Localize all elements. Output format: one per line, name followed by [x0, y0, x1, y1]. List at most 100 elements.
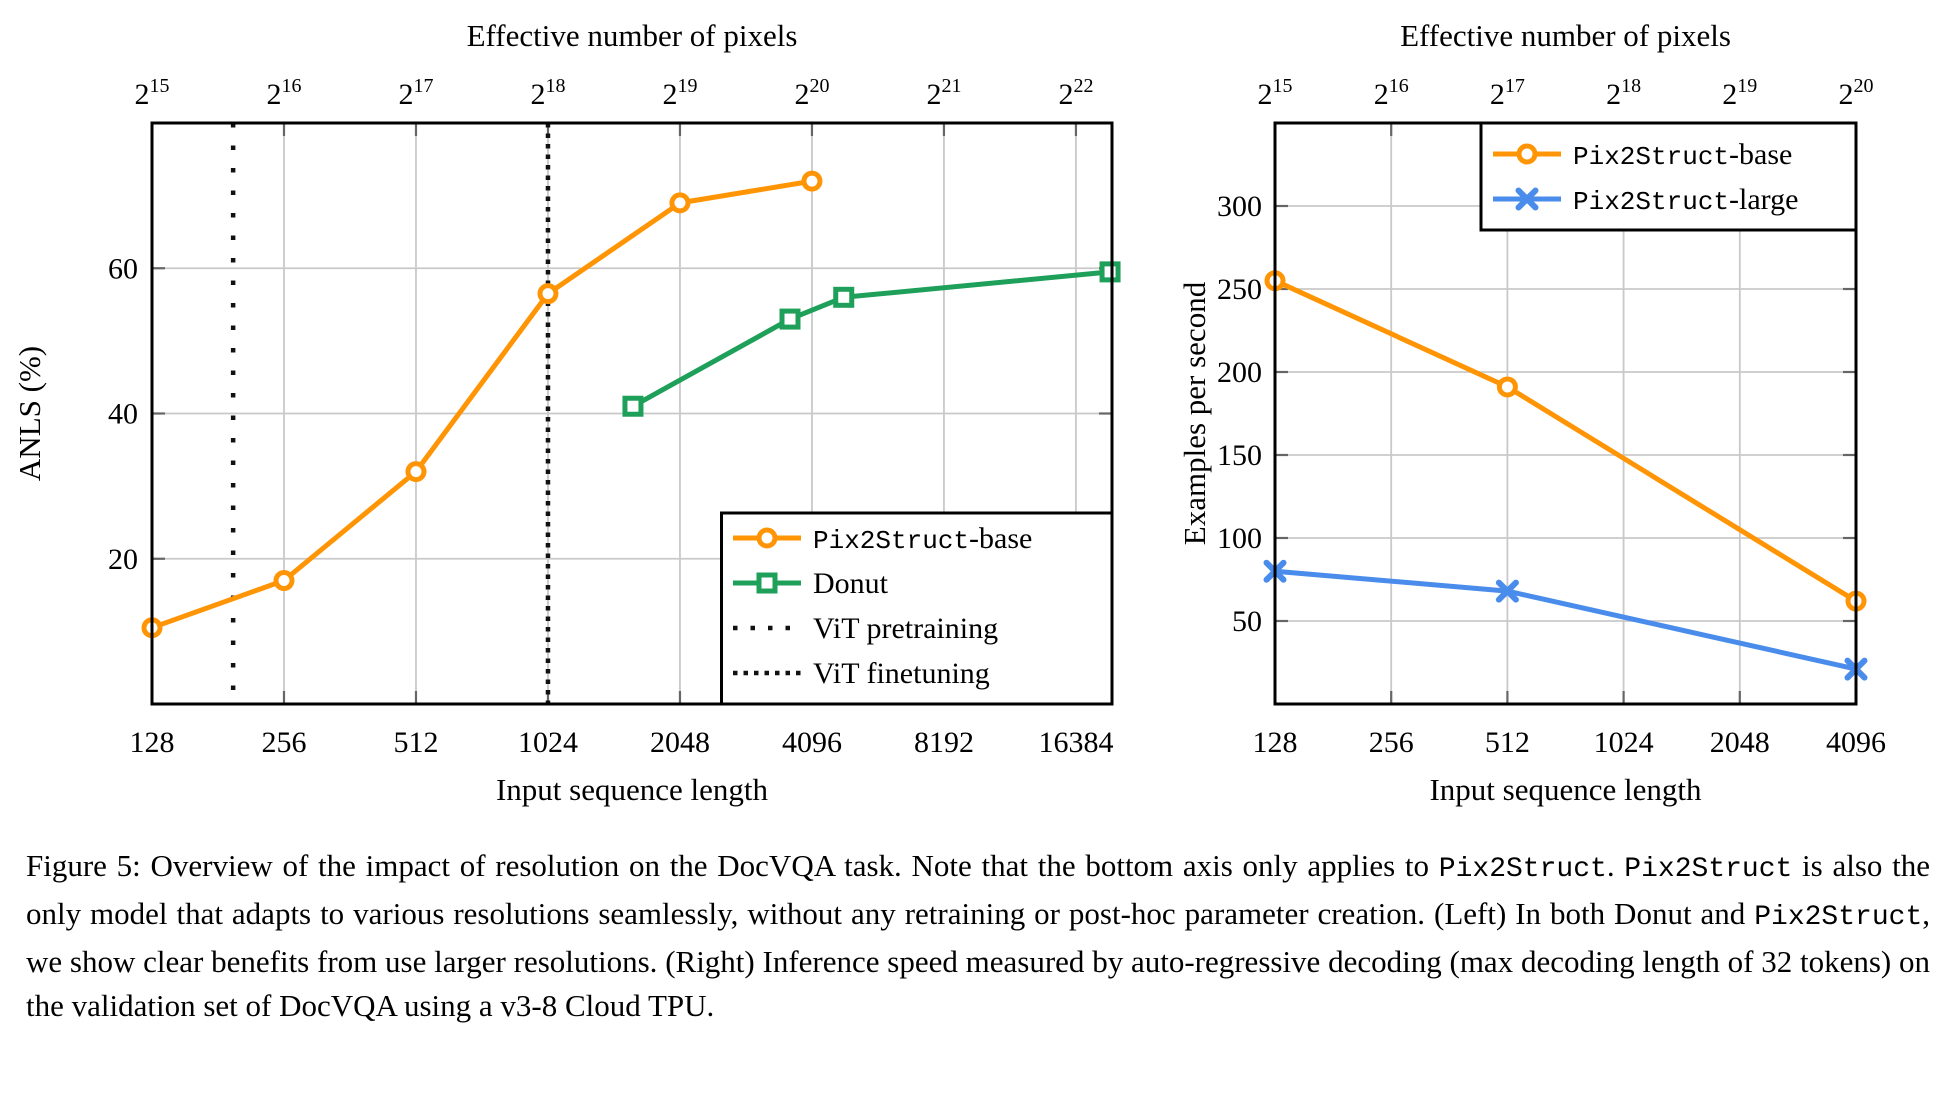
left-plot-border	[150, 121, 1114, 706]
top-tick-label: 220	[1839, 75, 1874, 111]
legend-label-run: ViT finetuning	[813, 657, 990, 690]
x-tick-label: 512	[1485, 726, 1530, 759]
data-point-marker	[537, 283, 559, 305]
top-tick-exponent: 19	[1737, 75, 1757, 97]
caption-run: .	[1606, 848, 1625, 883]
data-point-marker	[273, 570, 295, 592]
legend-label-run: Donut	[813, 567, 889, 600]
legend-swatch-dot	[750, 625, 755, 631]
right-series-pix2struct-base	[1264, 270, 1867, 612]
charts-svg: Effective number of pixels 215 216 217 218 21…	[12, 18, 1886, 807]
right-chart: Effective number of pixels 215 216 217 218 21…	[1177, 18, 1886, 807]
legend-swatch-dot	[733, 670, 738, 676]
legend-swatch-dot	[754, 670, 759, 676]
caption-run-code: Pix2Struct	[1438, 854, 1607, 885]
data-point-marker	[669, 192, 691, 214]
legend-label-run: ViT pretraining	[813, 612, 998, 645]
top-tick-exponent: 21	[941, 75, 961, 97]
x-tick-label: 16384	[1038, 726, 1113, 759]
top-tick-exponent: 15	[150, 75, 170, 97]
legend-label-run: Pix2Struct	[1573, 187, 1729, 217]
legend-label-run: -base	[969, 522, 1032, 555]
caption-run: Figure 5: Overview of the impact of reso…	[26, 848, 1439, 883]
top-tick-exponent: 20	[1854, 75, 1874, 97]
caption-run-code: Pix2Struct	[1624, 854, 1793, 885]
y-tick-label: 300	[1217, 190, 1262, 223]
right-y-axis-label: Examples per second	[1177, 281, 1212, 545]
caption-run: is also the only model that adapts to va…	[26, 848, 1930, 931]
x-tick-label: 4096	[1826, 726, 1886, 759]
top-tick-label: 217	[1490, 75, 1525, 111]
legend-swatch-dot	[785, 625, 790, 631]
data-point-marker	[622, 395, 644, 417]
right-top-axis-title: Effective number of pixels	[1400, 18, 1731, 53]
top-tick-label: 215	[135, 75, 170, 111]
top-tick-label: 220	[794, 75, 829, 111]
legend-label-run: Pix2Struct	[813, 526, 969, 556]
series-line	[151, 178, 813, 631]
caption-run: , we show clear benefits from use larger…	[26, 896, 1930, 1023]
legend-entry: Donut	[733, 567, 889, 600]
top-tick-exponent: 17	[1505, 75, 1525, 97]
legend-swatch-marker	[756, 527, 778, 549]
legend-swatch-dot	[743, 670, 748, 676]
left-series-pix2struct-base	[141, 170, 823, 639]
right-legend: Pix2Struct-base Pix2Struct-large	[1479, 121, 1858, 232]
legend-swatch-dot	[733, 625, 738, 631]
legend-swatch-marker	[1515, 187, 1539, 211]
right-x-axis-label: Input sequence length	[1429, 772, 1702, 807]
legend-entry: Pix2Struct-base	[1493, 138, 1792, 172]
data-point-marker	[1496, 376, 1518, 398]
legend-swatch-dot	[796, 670, 801, 676]
top-tick-label: 222	[1058, 75, 1093, 111]
y-tick-label: 20	[108, 543, 138, 576]
top-tick-exponent: 22	[1073, 75, 1093, 97]
x-tick-label: 128	[1253, 726, 1298, 759]
legend-label-run: -base	[1729, 138, 1792, 171]
legend-entry: Pix2Struct-base	[733, 522, 1032, 556]
legend-swatch-dot	[775, 670, 780, 676]
y-tick-label: 250	[1217, 273, 1262, 306]
left-chart: Effective number of pixels 215 216 217 218 21…	[12, 18, 1121, 807]
top-tick-label: 218	[530, 75, 565, 111]
x-tick-label: 1024	[518, 726, 578, 759]
top-tick-label: 221	[926, 75, 961, 111]
y-tick-label: 100	[1217, 522, 1262, 555]
top-tick-exponent: 16	[281, 75, 301, 97]
x-tick-label: 2048	[650, 726, 710, 759]
data-point-marker	[1099, 261, 1121, 283]
x-tick-label: 512	[393, 726, 438, 759]
data-point-marker	[833, 286, 855, 308]
x-tick-label: 256	[261, 726, 306, 759]
y-tick-label: 200	[1217, 356, 1262, 389]
y-tick-label: 40	[108, 398, 138, 431]
legend-box	[1479, 121, 1858, 232]
legend-entry: ViT finetuning	[733, 657, 990, 690]
caption-run-code: Pix2Struct	[1754, 902, 1923, 933]
left-x-axis-label: Input sequence length	[496, 772, 769, 807]
top-tick-exponent: 15	[1273, 75, 1293, 97]
series-line	[1273, 278, 1858, 604]
top-tick-label: 216	[266, 75, 301, 111]
top-tick-label: 216	[1374, 75, 1409, 111]
legend-label: Pix2Struct-base	[1573, 138, 1792, 172]
top-tick-label: 219	[1722, 75, 1757, 111]
legend-swatch-dot	[768, 625, 773, 631]
top-tick-label: 215	[1258, 75, 1293, 111]
legend-entry: Pix2Struct-large	[1493, 183, 1798, 217]
legend-label: Donut	[813, 567, 889, 600]
top-tick-label: 219	[662, 75, 697, 111]
series-line	[631, 269, 1111, 409]
top-tick-exponent: 20	[809, 75, 829, 97]
legend-label: ViT finetuning	[813, 657, 990, 690]
top-tick-label: 218	[1606, 75, 1641, 111]
x-tick-label: 4096	[782, 726, 842, 759]
x-tick-label: 1024	[1594, 726, 1654, 759]
legend-label: Pix2Struct-large	[1573, 183, 1798, 217]
y-tick-label: 50	[1232, 605, 1262, 638]
top-tick-exponent: 18	[1621, 75, 1641, 97]
legend-label: ViT pretraining	[813, 612, 998, 645]
legend-swatch-marker	[756, 572, 778, 594]
legend-swatch-dot	[785, 670, 790, 676]
